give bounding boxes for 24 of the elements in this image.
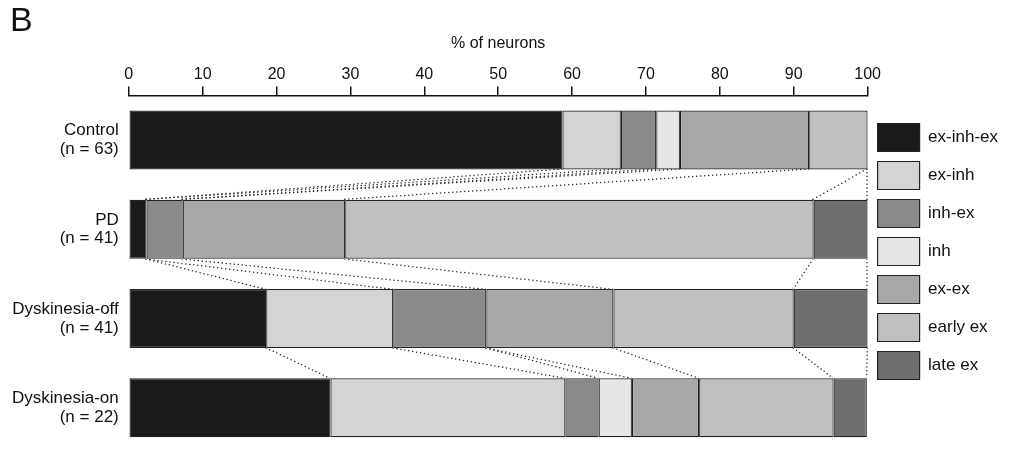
x-axis-title: % of neurons <box>451 34 546 52</box>
legend-label: ex-ex <box>928 279 971 299</box>
y-tick-label: Control (n = 63) <box>59 120 119 159</box>
legend-label: early ex <box>928 317 989 337</box>
x-tick-label: 80 <box>710 65 729 83</box>
y-tick-label: Dyskinesia-on (n = 22) <box>12 388 119 426</box>
x-tick-label: 100 <box>854 65 882 83</box>
x-tick-label: 60 <box>563 65 582 83</box>
text: B <box>10 0 33 39</box>
legend-label: inh-ex <box>928 203 975 223</box>
x-tick-label: 70 <box>637 65 655 83</box>
legend-label: late ex <box>928 355 979 375</box>
x-tick-label: 10 <box>193 65 212 83</box>
x-tick-label: 30 <box>341 65 360 83</box>
y-tick-label: PD (n = 41) <box>59 209 119 248</box>
x-tick-label: 0 <box>124 65 134 83</box>
x-tick-label: 90 <box>784 65 803 83</box>
x-tick-label: 50 <box>489 65 508 83</box>
x-tick-label: 20 <box>267 65 286 83</box>
x-tick-label: 40 <box>415 65 434 83</box>
legend-label: inh <box>928 241 951 261</box>
legend-label: ex-inh-ex <box>928 127 999 147</box>
legend-label: ex-inh <box>928 165 975 185</box>
y-tick-label: Dyskinesia-off (n = 41) <box>12 298 120 337</box>
